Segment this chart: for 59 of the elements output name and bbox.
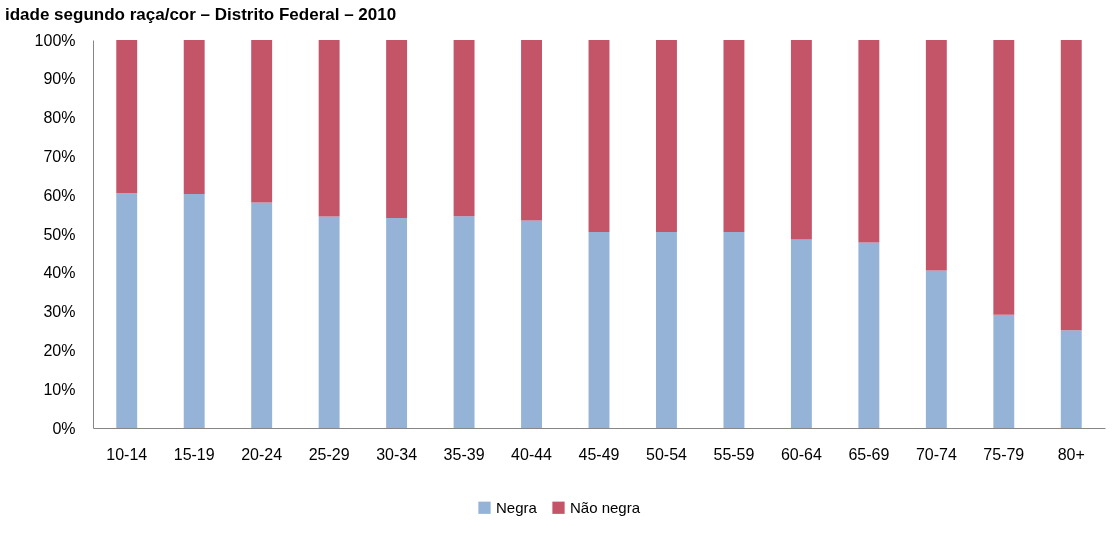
x-tick-label: 55-59 xyxy=(713,445,755,463)
bar xyxy=(656,232,677,428)
bar xyxy=(993,40,1015,315)
y-tick-label: 60% xyxy=(43,186,76,204)
y-tick-label: 0% xyxy=(52,419,76,437)
bar xyxy=(183,40,205,195)
x-tick-label: 70-74 xyxy=(915,445,957,463)
bar xyxy=(656,40,677,233)
bar xyxy=(318,40,340,217)
bar xyxy=(386,40,408,219)
y-tick-label: 30% xyxy=(43,303,76,321)
bar xyxy=(723,232,745,428)
bar xyxy=(116,193,138,428)
y-tick-label: 20% xyxy=(43,341,76,359)
bar xyxy=(453,40,475,217)
bar xyxy=(790,239,812,428)
bar xyxy=(790,40,812,240)
x-tick-label: 35-39 xyxy=(443,445,485,463)
bar xyxy=(318,216,340,428)
bar xyxy=(251,40,273,203)
x-tick-label: 65-69 xyxy=(848,445,890,463)
x-tick-label: 25-29 xyxy=(308,445,350,463)
legend-label: Não negra xyxy=(570,498,641,516)
bar xyxy=(251,202,273,428)
x-tick-label: 40-44 xyxy=(511,445,553,463)
x-tick-label: 30-34 xyxy=(376,445,418,463)
x-tick-label: 20-24 xyxy=(241,445,283,463)
bar xyxy=(588,232,610,428)
chart-title: idade segundo raça/cor – Distrito Federal – 2010 xyxy=(5,5,397,24)
x-tick-label: 60-64 xyxy=(780,445,822,463)
y-tick-label: 80% xyxy=(43,109,76,127)
y-tick-label: 50% xyxy=(43,225,76,243)
bar xyxy=(1060,40,1082,331)
legend-label: Negra xyxy=(496,498,538,516)
bar xyxy=(925,270,947,428)
bar xyxy=(453,216,475,428)
bar xyxy=(1060,330,1082,428)
bar xyxy=(521,40,542,221)
y-tick-label: 90% xyxy=(43,70,76,88)
bar xyxy=(723,40,745,233)
bar xyxy=(588,40,610,233)
x-tick-label: 75-79 xyxy=(983,445,1025,463)
bar xyxy=(116,40,138,194)
bar xyxy=(858,40,880,243)
y-tick-label: 10% xyxy=(43,380,76,398)
y-tick-label: 100% xyxy=(34,31,76,49)
x-tick-label: 15-19 xyxy=(173,445,215,463)
bar xyxy=(925,40,947,271)
bar xyxy=(858,242,880,428)
x-tick-label: 50-54 xyxy=(646,445,688,463)
y-tick-label: 70% xyxy=(43,147,76,165)
bar xyxy=(386,218,408,428)
bar xyxy=(183,194,205,428)
bar xyxy=(993,314,1015,428)
x-tick-label: 45-49 xyxy=(578,445,620,463)
x-tick-label: 80+ xyxy=(1057,445,1085,463)
bar xyxy=(521,220,542,428)
x-tick-label: 10-14 xyxy=(106,445,148,463)
y-tick-label: 40% xyxy=(43,264,76,282)
